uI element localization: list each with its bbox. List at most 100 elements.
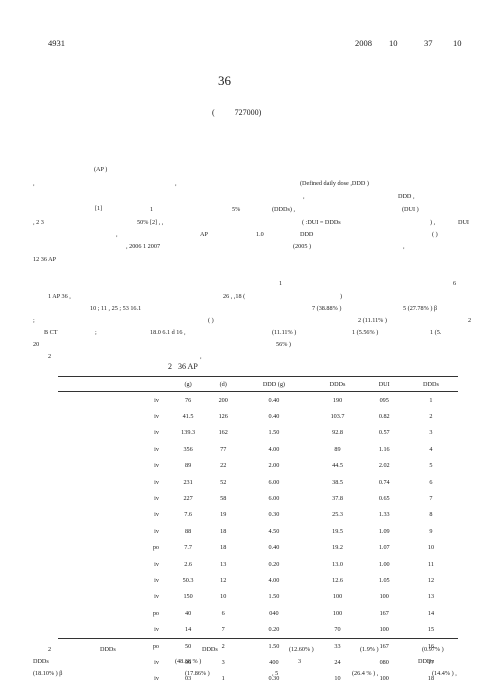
body-text-fragment: ;: [95, 329, 97, 336]
table-cell: 167: [379, 609, 389, 617]
table-cell: 0.30: [268, 675, 280, 683]
table-row: iv 96 3 400 24 080 17: [58, 654, 458, 670]
table-cell: 400: [269, 658, 279, 666]
body-text-fragment: 1 (5.: [430, 329, 442, 336]
table-row: iv 356 77 4.00 89 1.16 4: [58, 441, 458, 457]
table-row: iv 76 200 0.40 190 095 1: [58, 392, 458, 409]
body-text-fragment: ,: [33, 180, 35, 187]
body-text-fragment: DDDs: [202, 646, 218, 653]
table-cell: iv: [154, 675, 159, 683]
table-header-row: (g) (d) DDD (g) DDDs DUI DDDs: [58, 377, 458, 392]
table-cell: 14: [184, 626, 192, 634]
body-text-fragment: (1.9% ): [360, 646, 379, 653]
body-text-fragment: 1: [150, 206, 154, 213]
table-cell: 100: [379, 675, 389, 683]
table-cell: 58: [220, 495, 227, 503]
table-cell: 44.5: [332, 462, 343, 470]
table-cell: 33: [334, 642, 341, 650]
table-row: iv 139.3 162 1.50 92.8 0.57 3: [58, 425, 458, 441]
table-cell: 03: [184, 675, 192, 683]
table-cell: 6.00: [268, 478, 280, 486]
table-cell: 162: [218, 429, 228, 437]
table-cell: 50.3: [182, 576, 194, 584]
table-cell: 19.5: [332, 527, 343, 535]
table-cell: 0.20: [268, 560, 280, 568]
table-top-rule: [58, 376, 458, 377]
body-text-fragment: AP: [200, 231, 208, 238]
body-text-fragment: (0.97% ): [422, 646, 444, 653]
table-cell: 100: [379, 626, 389, 634]
table-cell: iv: [154, 445, 159, 453]
table-header-col-rank: DDDs: [403, 377, 458, 392]
table-cell: iv: [154, 413, 159, 421]
header-volume: 10: [389, 38, 398, 48]
body-text-fragment: 1: [279, 280, 283, 287]
body-text-fragment: (Defined daily dose ,DDD ): [300, 180, 369, 187]
body-text-fragment: (18.10% ) β: [33, 670, 63, 677]
table-cell: 4.50: [268, 527, 280, 535]
table-cell: 0.20: [268, 626, 280, 634]
body-text-fragment: 12 36 AP: [33, 256, 57, 263]
table-cell: 89: [184, 462, 192, 470]
table-cell: iv: [154, 495, 159, 503]
table-row: iv 88 18 4.50 19.5 1.09 9: [58, 523, 458, 539]
table-row: iv 89 22 2.00 44.5 2.02 5: [58, 458, 458, 474]
body-text-fragment: 56% ): [276, 341, 291, 348]
table-cell: 1.05: [378, 576, 390, 584]
table-cell: 7: [221, 626, 225, 634]
header-issue-a: 37: [424, 38, 433, 48]
table-cell: iv: [154, 527, 159, 535]
body-text-fragment: (12.60% ): [289, 646, 314, 653]
body-text-fragment: ( ): [208, 317, 214, 324]
table-cell: 18: [220, 544, 227, 552]
body-text-fragment: , 2006 1 2007: [126, 243, 161, 250]
table-cell: 0.30: [268, 511, 280, 519]
table-cell: 2: [429, 413, 433, 421]
body-text-fragment: ,: [116, 231, 118, 238]
table-cell: 6.00: [268, 495, 280, 503]
table-cell: 6: [221, 609, 225, 617]
footer-paragraph-lead: 2: [48, 646, 52, 653]
table-header-col-days: (d): [209, 377, 238, 392]
table-cell: 139.3: [181, 429, 196, 437]
table-cell: 16: [427, 642, 435, 650]
table-row: iv 50.3 12 4.00 12.6 1.05 12: [58, 572, 458, 588]
body-text-fragment: 1 (5.56% ): [352, 329, 379, 336]
table-cell: iv: [154, 429, 159, 437]
table-cell: iv: [154, 478, 159, 486]
table-cell: 2.02: [378, 462, 390, 470]
table-cell: 2: [221, 642, 225, 650]
affiliation-open: (: [212, 108, 215, 117]
table-row: iv 227 58 6.00 37.8 0.65 7: [58, 490, 458, 506]
table-cell: 0.74: [378, 478, 390, 486]
table-cell: iv: [154, 462, 159, 470]
table-cell: 3: [429, 429, 433, 437]
body-text-fragment: (2005 ): [293, 243, 312, 250]
table-row: iv 7.6 19 0.30 25.3 1.33 8: [58, 507, 458, 523]
table-cell: 92.8: [332, 429, 343, 437]
table-header-col-route: [58, 377, 167, 392]
table-cell: 88: [184, 527, 192, 535]
table-cell: 3: [221, 658, 225, 666]
table-cell: 4: [429, 445, 433, 453]
table-row: po 50 2 1.50 33 167 16: [58, 638, 458, 654]
table-cell: 100: [379, 593, 389, 601]
table-cell: 1.50: [268, 593, 280, 601]
table-cell: 200: [218, 396, 228, 404]
table-cell: 095: [379, 396, 389, 404]
body-text-fragment: 5%: [232, 206, 241, 213]
table-cell: 103.7: [330, 413, 345, 421]
table-row: po 7.7 18 0.40 19.2 1.07 10: [58, 540, 458, 556]
body-text-fragment: 5 (27.78% ) β: [403, 305, 438, 312]
body-text-fragment: ,: [200, 353, 202, 360]
table-cell: 1.16: [378, 445, 390, 453]
affiliation: ( 727000): [212, 108, 261, 117]
table-cell: po: [152, 544, 159, 552]
body-text-fragment: DDDs: [33, 658, 49, 665]
table-cell: 7.7: [184, 544, 192, 552]
table-cell: 10: [220, 593, 227, 601]
body-text-fragment: 7 (38.88% ): [312, 305, 342, 312]
table-row: iv 14 7 0.20 70 100 15: [58, 621, 458, 637]
table-cell: 227: [183, 495, 193, 503]
table-cell: 1.50: [268, 642, 280, 650]
